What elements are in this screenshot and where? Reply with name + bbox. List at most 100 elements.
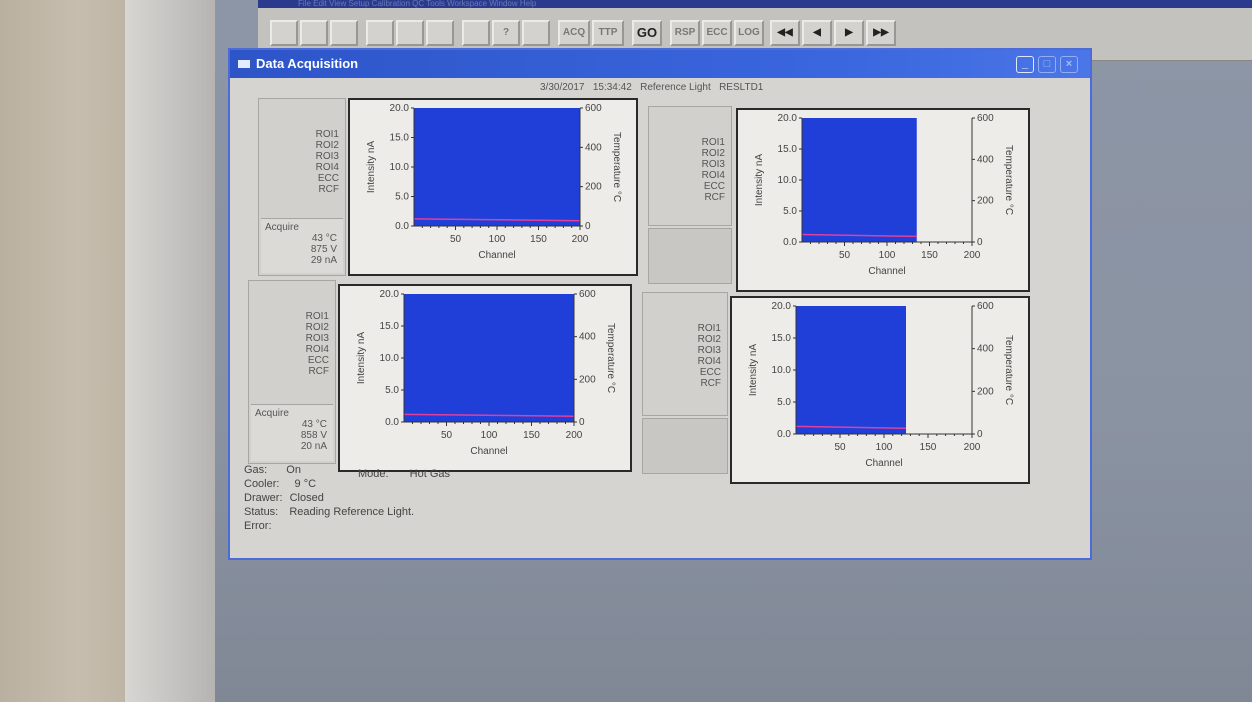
roi1-label: ROI1 [305,311,329,322]
y-tick-label: 20.0 [778,113,798,124]
y-tick-label: 0.0 [777,429,791,440]
y-tick-label: 5.0 [385,385,399,396]
roi3-label: ROI3 [697,345,721,356]
new-file-button[interactable] [270,20,298,46]
acquire-current: 29 nA [310,255,337,266]
y2-tick-label: 200 [977,386,994,397]
roi3-label: ROI3 [315,151,339,162]
y2-tick-label: 400 [579,332,596,343]
y-tick-label: 20.0 [772,301,792,312]
rcf-label: RCF [704,192,725,203]
help-button[interactable]: ? [492,20,520,46]
menu-bar[interactable]: File Edit View Setup Calibration QC Tool… [258,0,1252,8]
maximize-button[interactable]: □ [1038,56,1056,73]
panel-2-labels: ROI1 ROI2 ROI3 ROI4 ECC RCF [648,106,732,226]
panel-3-labels: ROI1 ROI2 ROI3 ROI4 ECC RCF Acquire 43 °… [248,280,336,464]
spectrum-chart-2: 0.0 5.0 10.0 15.0 20.0 0 200 400 600 50 100 150 200 C… [754,113,1014,277]
y-tick-label: 15.0 [778,144,798,155]
acquire-box: Acquire 43 °C 858 V 20 nA [251,404,333,461]
roi2-label: ROI2 [305,322,329,333]
intensity-fill-area [802,118,917,242]
chart-panel-1: 0.0 5.0 10.0 15.0 20.0 0 200 400 600 50 100 150 200 C… [348,98,638,276]
y2-tick-label: 600 [585,103,602,114]
acq-button[interactable]: ACQ [558,20,590,46]
go-button[interactable]: GO [632,20,662,46]
acquire-values: 43 °C 858 V 20 nA [301,419,327,452]
save-button[interactable] [330,20,358,46]
x-tick-label: 50 [441,430,453,441]
rsp-button[interactable]: RSP [670,20,700,46]
y-tick-label: 15.0 [380,321,400,332]
x-axis-label: Channel [865,458,902,469]
cut-button[interactable] [366,20,394,46]
acquisition-date: 3/30/2017 [540,82,585,93]
y-tick-label: 0.0 [395,221,409,232]
first-record-button[interactable]: ◀◀ [770,20,800,46]
context-help-button[interactable] [522,20,550,46]
y2-tick-label: 600 [977,113,994,124]
gas-label: Gas: [244,464,268,476]
spectrum-chart-4: 0.0 5.0 10.0 15.0 20.0 0 200 400 600 50 100 150 200 C… [748,301,1014,469]
chart-panel-3: 0.0 5.0 10.0 15.0 20.0 0 200 400 600 50 100 150 200 C… [338,284,632,472]
cooler-value: 9 °C [294,478,317,490]
panel-1-labels: ROI1 ROI2 ROI3 ROI4 ECC RCF Acquire 43 °… [258,98,346,276]
open-folder-button[interactable] [300,20,328,46]
log-button[interactable]: LOG [734,20,764,46]
spectrum-chart-3: 0.0 5.0 10.0 15.0 20.0 0 200 400 600 50 100 150 200 C… [356,289,616,457]
x-tick-label: 200 [566,430,583,441]
intensity-fill-area [796,306,906,434]
x-axis-label: Channel [868,266,905,277]
y-tick-label: 20.0 [380,289,400,300]
acquisition-file: RESLTD1 [719,82,764,93]
x-tick-label: 100 [879,250,896,261]
y-tick-label: 0.0 [385,417,399,428]
x-axis-label: Channel [470,446,507,457]
acquire-box: Acquire 43 °C 875 V 29 nA [261,218,343,273]
y-tick-label: 10.0 [772,365,792,376]
y-tick-label: 0.0 [783,237,797,248]
y-tick-label: 10.0 [380,353,400,364]
cooler-status: Cooler: 9 °C [244,478,316,490]
y2-tick-label: 0 [977,237,983,248]
mode-status: Mode: Hot Gas [358,468,450,480]
status-value: Reading Reference Light. [289,506,415,518]
x-tick-label: 150 [921,250,938,261]
ecc-label: ECC [703,181,725,192]
roi1-label: ROI1 [701,137,725,148]
copy-button[interactable] [396,20,424,46]
gas-value: On [286,464,301,476]
x-axis-label: Channel [478,250,515,261]
temperature-trace [413,218,581,222]
ecc-button[interactable]: ECC [702,20,732,46]
x-tick-label: 50 [839,250,851,261]
acquire-temperature: 43 °C [311,233,337,244]
ecc-label: ECC [317,173,339,184]
x-tick-label: 150 [920,442,937,453]
y2-tick-label: 200 [977,196,994,207]
acquire-current: 20 nA [300,441,327,452]
roi2-label: ROI2 [315,140,339,151]
intensity-fill-area [414,108,580,226]
paste-button[interactable] [426,20,454,46]
window-title-bar[interactable]: Data Acquisition _ □ × [230,50,1090,78]
monitor-bezel [125,0,225,702]
y2-axis-label: Temperature °C [611,132,622,202]
acquire-temperature: 43 °C [301,419,327,430]
temperature-trace [801,233,917,238]
ttp-button[interactable]: TTP [592,20,624,46]
close-button[interactable]: × [1060,56,1078,73]
x-tick-label: 100 [489,234,506,245]
y2-tick-label: 0 [579,417,585,428]
acquisition-mode: Reference Light [640,82,711,93]
next-record-button[interactable]: ▶ [834,20,864,46]
last-record-button[interactable]: ▶▶ [866,20,896,46]
previous-record-button[interactable]: ◀ [802,20,832,46]
x-tick-label: 150 [523,430,540,441]
y2-axis-label: Temperature °C [1003,145,1014,215]
print-button[interactable] [462,20,490,46]
roi-list: ROI1 ROI2 ROI3 ROI4 ECC RCF [702,137,725,203]
y2-tick-label: 0 [977,429,983,440]
minimize-button[interactable]: _ [1016,56,1034,73]
y-tick-label: 10.0 [778,175,798,186]
roi4-label: ROI4 [315,162,339,173]
